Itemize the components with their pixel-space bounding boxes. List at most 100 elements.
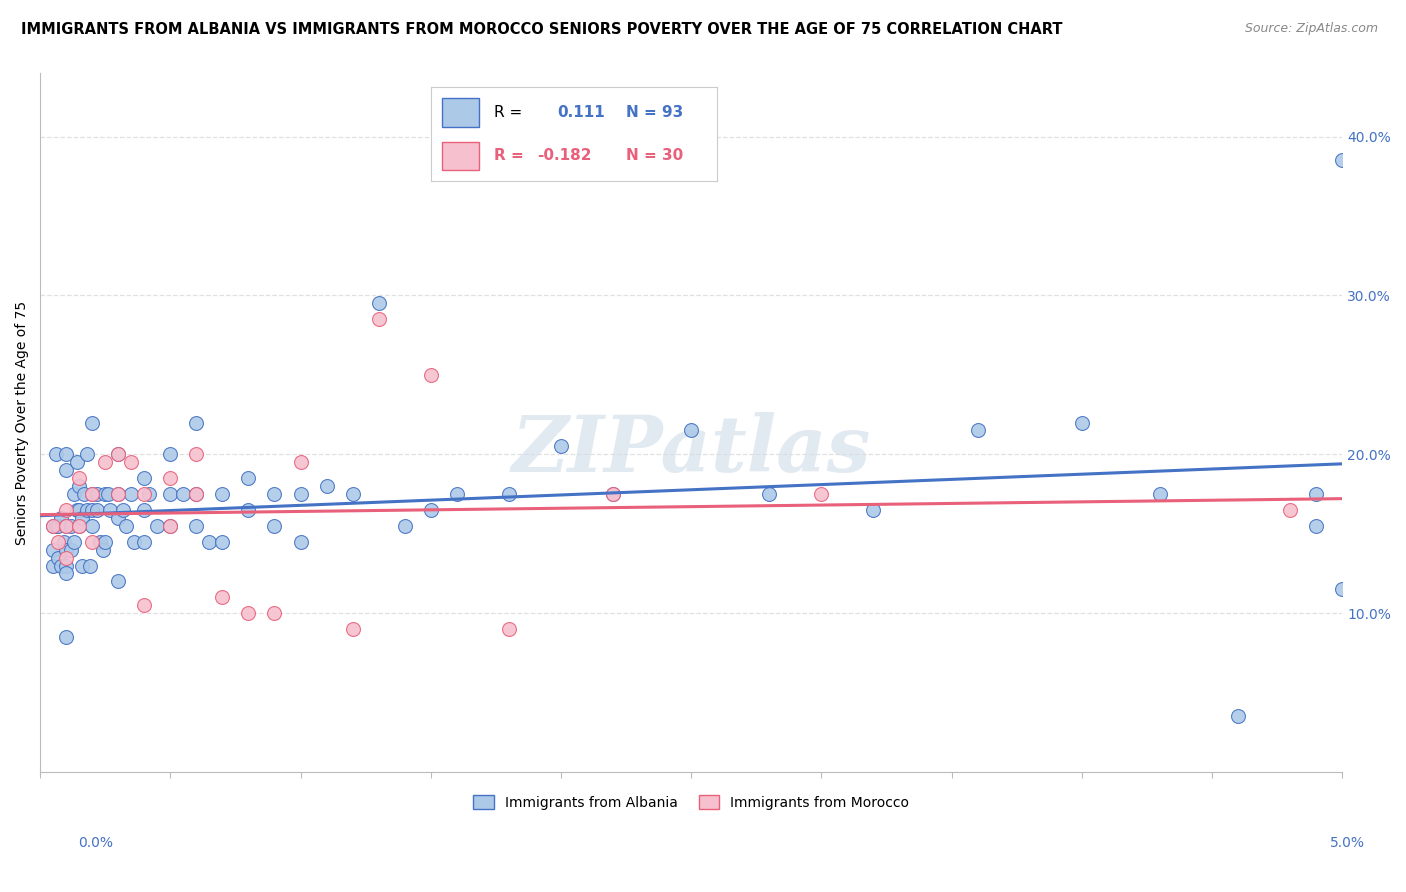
Point [63, 487, 86, 501]
Point [112, 503, 135, 517]
Point [238, 503, 260, 517]
Point [65, 503, 87, 517]
Point [394, 518, 416, 533]
Point [107, 574, 129, 589]
Point [134, 599, 156, 613]
Point [55, 630, 77, 644]
Point [42, 518, 65, 533]
Point [263, 487, 285, 501]
Point [65, 455, 87, 469]
Point [198, 534, 221, 549]
Point [63, 534, 86, 549]
Point [122, 534, 145, 549]
Point [966, 424, 988, 438]
Point [55, 566, 77, 581]
Point [67, 518, 90, 533]
Point [42, 542, 65, 557]
Point [498, 622, 520, 636]
Point [120, 487, 142, 501]
Point [73, 487, 96, 501]
Point [55, 503, 77, 517]
Point [1227, 709, 1250, 723]
Text: ZIPatlas: ZIPatlas [512, 412, 870, 489]
Point [60, 518, 83, 533]
Point [67, 518, 90, 533]
Point [107, 487, 129, 501]
Point [290, 455, 312, 469]
Point [45, 447, 67, 461]
Point [159, 471, 181, 485]
Point [159, 518, 181, 533]
Point [238, 606, 260, 620]
Point [1279, 503, 1302, 517]
Point [42, 518, 65, 533]
Point [1331, 153, 1354, 168]
Point [76, 503, 98, 517]
Point [1305, 518, 1327, 533]
Point [46, 550, 69, 565]
Point [55, 518, 77, 533]
Point [263, 606, 285, 620]
Point [82, 518, 104, 533]
Point [290, 534, 312, 549]
Point [810, 487, 832, 501]
Point [60, 542, 83, 557]
Point [97, 487, 120, 501]
Point [681, 424, 703, 438]
Point [82, 487, 104, 501]
Point [159, 518, 181, 533]
Point [211, 487, 233, 501]
Point [211, 534, 233, 549]
Point [186, 487, 208, 501]
Point [419, 368, 441, 382]
Point [79, 558, 101, 573]
Text: 0.0%: 0.0% [79, 836, 112, 850]
Point [186, 518, 208, 533]
Point [45, 518, 67, 533]
Point [55, 518, 77, 533]
Point [134, 534, 156, 549]
Point [82, 534, 104, 549]
Point [94, 455, 117, 469]
Point [159, 487, 181, 501]
Y-axis label: Seniors Poverty Over the Age of 75: Seniors Poverty Over the Age of 75 [15, 301, 30, 545]
Point [159, 447, 181, 461]
Point [107, 511, 129, 525]
Point [120, 455, 142, 469]
Point [55, 447, 77, 461]
Point [70, 558, 93, 573]
Text: 5.0%: 5.0% [1330, 836, 1364, 850]
Point [67, 471, 90, 485]
Point [290, 487, 312, 501]
Point [550, 439, 572, 453]
Point [134, 471, 156, 485]
Point [602, 487, 624, 501]
Point [315, 479, 337, 493]
Point [67, 503, 90, 517]
Point [1149, 487, 1171, 501]
Point [107, 487, 129, 501]
Point [82, 416, 104, 430]
Point [52, 534, 75, 549]
Point [1070, 416, 1092, 430]
Point [55, 463, 77, 477]
Legend: Immigrants from Albania, Immigrants from Morocco: Immigrants from Albania, Immigrants from… [467, 790, 915, 815]
Point [115, 518, 138, 533]
Point [263, 518, 285, 533]
Point [46, 518, 69, 533]
Point [367, 296, 389, 310]
Point [107, 447, 129, 461]
Point [186, 487, 208, 501]
Text: Source: ZipAtlas.com: Source: ZipAtlas.com [1244, 22, 1378, 36]
Point [342, 622, 364, 636]
Point [238, 471, 260, 485]
Point [82, 487, 104, 501]
Point [419, 503, 441, 517]
Point [138, 487, 160, 501]
Point [94, 487, 117, 501]
Point [186, 447, 208, 461]
Point [91, 542, 114, 557]
Point [100, 503, 122, 517]
Point [1331, 582, 1354, 597]
Point [186, 416, 208, 430]
